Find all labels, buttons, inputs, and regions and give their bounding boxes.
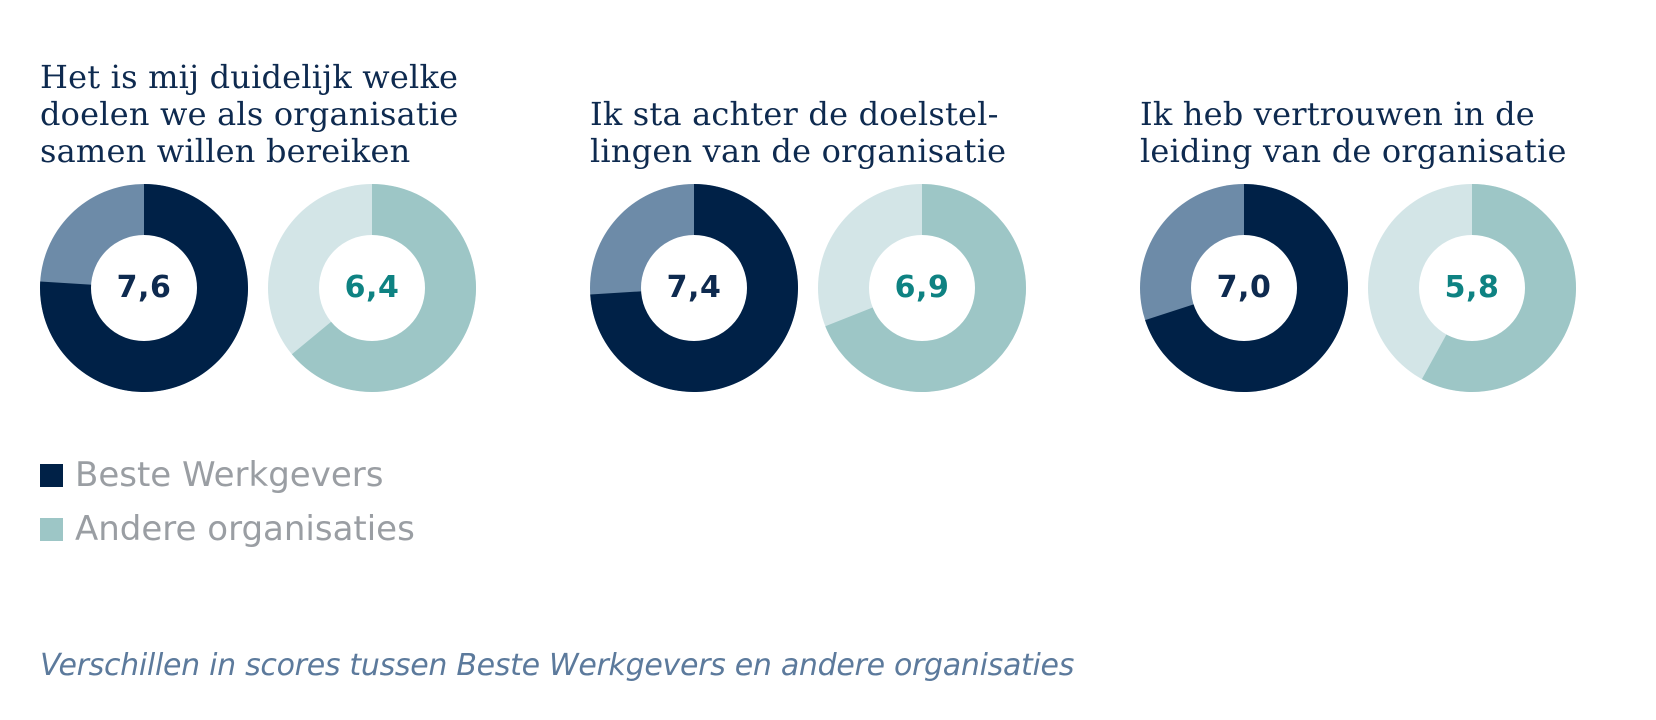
legend-swatch (40, 517, 63, 541)
donut-svg (590, 184, 798, 392)
legend-swatch (40, 463, 63, 487)
donut-hole (91, 235, 197, 341)
chart-group-goals-clarity: Het is mij duidelijk welke doelen we als… (40, 0, 560, 400)
donut-best-employers: 7,4 (590, 184, 798, 392)
donut-value-label: 7,4 (666, 270, 722, 305)
chart-legend: Beste Werkgevers Andere organisaties (40, 448, 415, 556)
donut-value-segment (40, 184, 248, 392)
chart-group-title: Het is mij duidelijk welke doelen we als… (40, 58, 459, 170)
donut-best-employers: 7,0 (1140, 184, 1348, 392)
donut-value-label: 5,8 (1444, 270, 1500, 305)
chart-caption: Verschillen in scores tussen Beste Werkg… (40, 648, 1075, 683)
donut-hole (1191, 235, 1297, 341)
donut-svg (268, 184, 476, 392)
donut-value-label: 7,0 (1216, 270, 1272, 305)
legend-item-other-organisations: Andere organisaties (40, 502, 415, 556)
chart-group-goals-support: Ik sta achter de doelstel- lingen van de… (590, 0, 1110, 400)
donut-svg (1368, 184, 1576, 392)
donut-hole (641, 235, 747, 341)
chart-group-title: Ik sta achter de doelstel- lingen van de… (590, 95, 1007, 170)
donut-hole (319, 235, 425, 341)
donut-svg (818, 184, 1026, 392)
donut-value-label: 6,9 (894, 270, 950, 305)
donut-value-label: 6,4 (344, 270, 400, 305)
donut-other-organisations: 6,9 (818, 184, 1026, 392)
chart-group-leadership-trust: Ik heb vertrouwen in de leiding van de o… (1140, 0, 1656, 400)
donut-hole (869, 235, 975, 341)
donut-hole (1419, 235, 1525, 341)
donut-other-organisations: 6,4 (268, 184, 476, 392)
donut-svg (40, 184, 248, 392)
donut-best-employers: 7,6 (40, 184, 248, 392)
chart-group-title: Ik heb vertrouwen in de leiding van de o… (1140, 95, 1567, 170)
donut-value-label: 7,6 (116, 270, 172, 305)
legend-item-best-employers: Beste Werkgevers (40, 448, 415, 502)
legend-label: Beste Werkgevers (75, 455, 384, 495)
donut-svg (1140, 184, 1348, 392)
donut-other-organisations: 5,8 (1368, 184, 1576, 392)
legend-label: Andere organisaties (75, 509, 415, 549)
